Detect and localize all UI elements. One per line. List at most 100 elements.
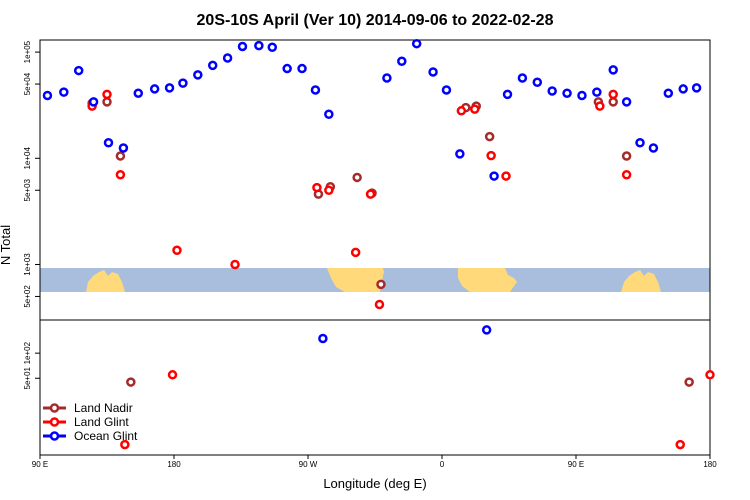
point-land-nadir xyxy=(608,97,618,107)
point-ocean-glint xyxy=(59,87,69,97)
point-ocean-glint xyxy=(282,63,292,74)
lower-y-tick-label: 1e+02 xyxy=(23,341,32,364)
plot-frame xyxy=(39,39,711,456)
point-ocean-glint xyxy=(441,85,452,95)
data-points xyxy=(42,38,715,450)
point-land-glint-lower xyxy=(675,439,685,450)
point-land-nadir xyxy=(621,151,632,161)
point-land-glint xyxy=(374,299,385,310)
point-ocean-glint xyxy=(489,171,499,181)
point-land-glint xyxy=(501,171,511,181)
point-land-nadir xyxy=(102,97,112,107)
legend-label-ocean-glint: Ocean Glint xyxy=(74,429,138,443)
point-ocean-glint xyxy=(621,97,632,107)
point-ocean-glint xyxy=(382,73,392,83)
point-land-glint xyxy=(470,104,480,114)
y-axis-label: N Total xyxy=(0,225,13,265)
point-ocean-glint xyxy=(397,56,407,67)
point-ocean-glint xyxy=(663,88,674,98)
point-ocean-glint xyxy=(411,38,422,49)
point-land-glint xyxy=(456,106,467,116)
map-land-3 xyxy=(458,268,517,292)
point-land-glint xyxy=(486,150,496,161)
x-tick-label: 90 E xyxy=(568,460,584,469)
legend-marker-land-glint xyxy=(49,417,60,427)
point-land-glint xyxy=(115,169,126,180)
x-axis-label: Longitude (deg E) xyxy=(323,476,426,491)
point-land-glint xyxy=(365,189,376,199)
upper-y-tick-label: 1e+05 xyxy=(23,40,32,63)
point-ocean-glint xyxy=(648,143,659,153)
point-land-glint xyxy=(172,245,182,256)
point-ocean-glint xyxy=(149,84,160,94)
point-land-glint xyxy=(595,101,605,111)
point-land-glint xyxy=(324,185,334,196)
point-land-glint-lower xyxy=(167,370,178,380)
legend-label-land-glint: Land Glint xyxy=(74,415,129,429)
point-ocean-glint xyxy=(502,89,513,100)
point-ocean-glint xyxy=(164,83,175,93)
legend-label-land-nadir: Land Nadir xyxy=(74,401,133,415)
point-ocean-glint xyxy=(222,53,233,63)
point-ocean-glint xyxy=(133,88,144,98)
point-land-glint xyxy=(608,89,618,100)
point-land-glint xyxy=(621,169,632,180)
point-ocean-glint xyxy=(207,60,218,71)
x-tick-label: 90 E xyxy=(32,460,48,469)
point-ocean-glint xyxy=(691,83,702,93)
point-ocean-glint xyxy=(562,88,572,98)
point-ocean-glint xyxy=(310,85,321,95)
point-ocean-glint xyxy=(532,77,543,88)
point-ocean-glint xyxy=(577,90,587,101)
point-ocean-glint xyxy=(118,143,129,153)
point-ocean-glint xyxy=(178,78,188,88)
point-ocean-glint-lower xyxy=(318,333,328,344)
x-tick-label: 0 xyxy=(440,460,445,469)
point-ocean-glint xyxy=(547,86,557,96)
point-land-glint xyxy=(102,89,112,100)
point-land-nadir-lower xyxy=(126,377,136,387)
upper-y-tick-label: 1e+04 xyxy=(23,147,32,170)
legend-marker-ocean-glint xyxy=(49,431,60,441)
point-land-nadir xyxy=(484,131,495,142)
chart-title: 20S-10S April (Ver 10) 2014-09-06 to 202… xyxy=(197,12,554,29)
upper-y-tick-label: 5e+02 xyxy=(23,285,32,308)
point-ocean-glint xyxy=(428,67,438,77)
point-ocean-glint xyxy=(678,84,688,94)
point-ocean-glint xyxy=(592,87,602,97)
point-ocean-glint xyxy=(193,70,203,80)
point-ocean-glint xyxy=(455,149,465,159)
x-tick-label: 180 xyxy=(703,460,717,469)
point-land-nadir xyxy=(352,172,362,183)
map-land-4 xyxy=(621,270,661,292)
point-land-glint-lower xyxy=(705,370,715,380)
point-ocean-glint xyxy=(517,73,528,83)
point-land-nadir xyxy=(376,279,386,290)
point-land-glint xyxy=(230,259,240,270)
point-land-nadir-lower xyxy=(684,377,694,387)
y-axis: 5e+02 1e+03 5e+03 1e+04 5e+04 1e+05 5e+01 1e+02 xyxy=(23,40,40,389)
lower-y-tick-label: 5e+01 xyxy=(23,366,32,389)
point-ocean-glint xyxy=(42,90,53,101)
point-ocean-glint xyxy=(88,97,99,107)
point-ocean-glint xyxy=(297,63,307,74)
point-ocean-glint xyxy=(237,41,248,52)
point-land-glint xyxy=(312,182,322,193)
point-ocean-glint xyxy=(73,65,84,76)
point-land-nadir xyxy=(115,151,126,161)
point-ocean-glint xyxy=(324,109,334,119)
x-tick-label: 90 W xyxy=(299,460,318,469)
upper-y-tick-label: 5e+03 xyxy=(23,178,32,201)
legend: Land Nadir Land Glint Ocean Glint xyxy=(43,401,138,443)
point-ocean-glint xyxy=(103,138,114,148)
point-ocean-glint xyxy=(267,42,278,53)
map-land-2 xyxy=(327,268,384,292)
point-ocean-glint-lower xyxy=(481,325,492,335)
legend-marker-land-nadir xyxy=(49,403,60,413)
point-ocean-glint xyxy=(608,65,618,75)
x-tick-label: 180 xyxy=(167,460,181,469)
point-ocean-glint xyxy=(635,138,645,148)
map-land-1 xyxy=(86,270,125,292)
point-ocean-glint xyxy=(254,40,264,51)
